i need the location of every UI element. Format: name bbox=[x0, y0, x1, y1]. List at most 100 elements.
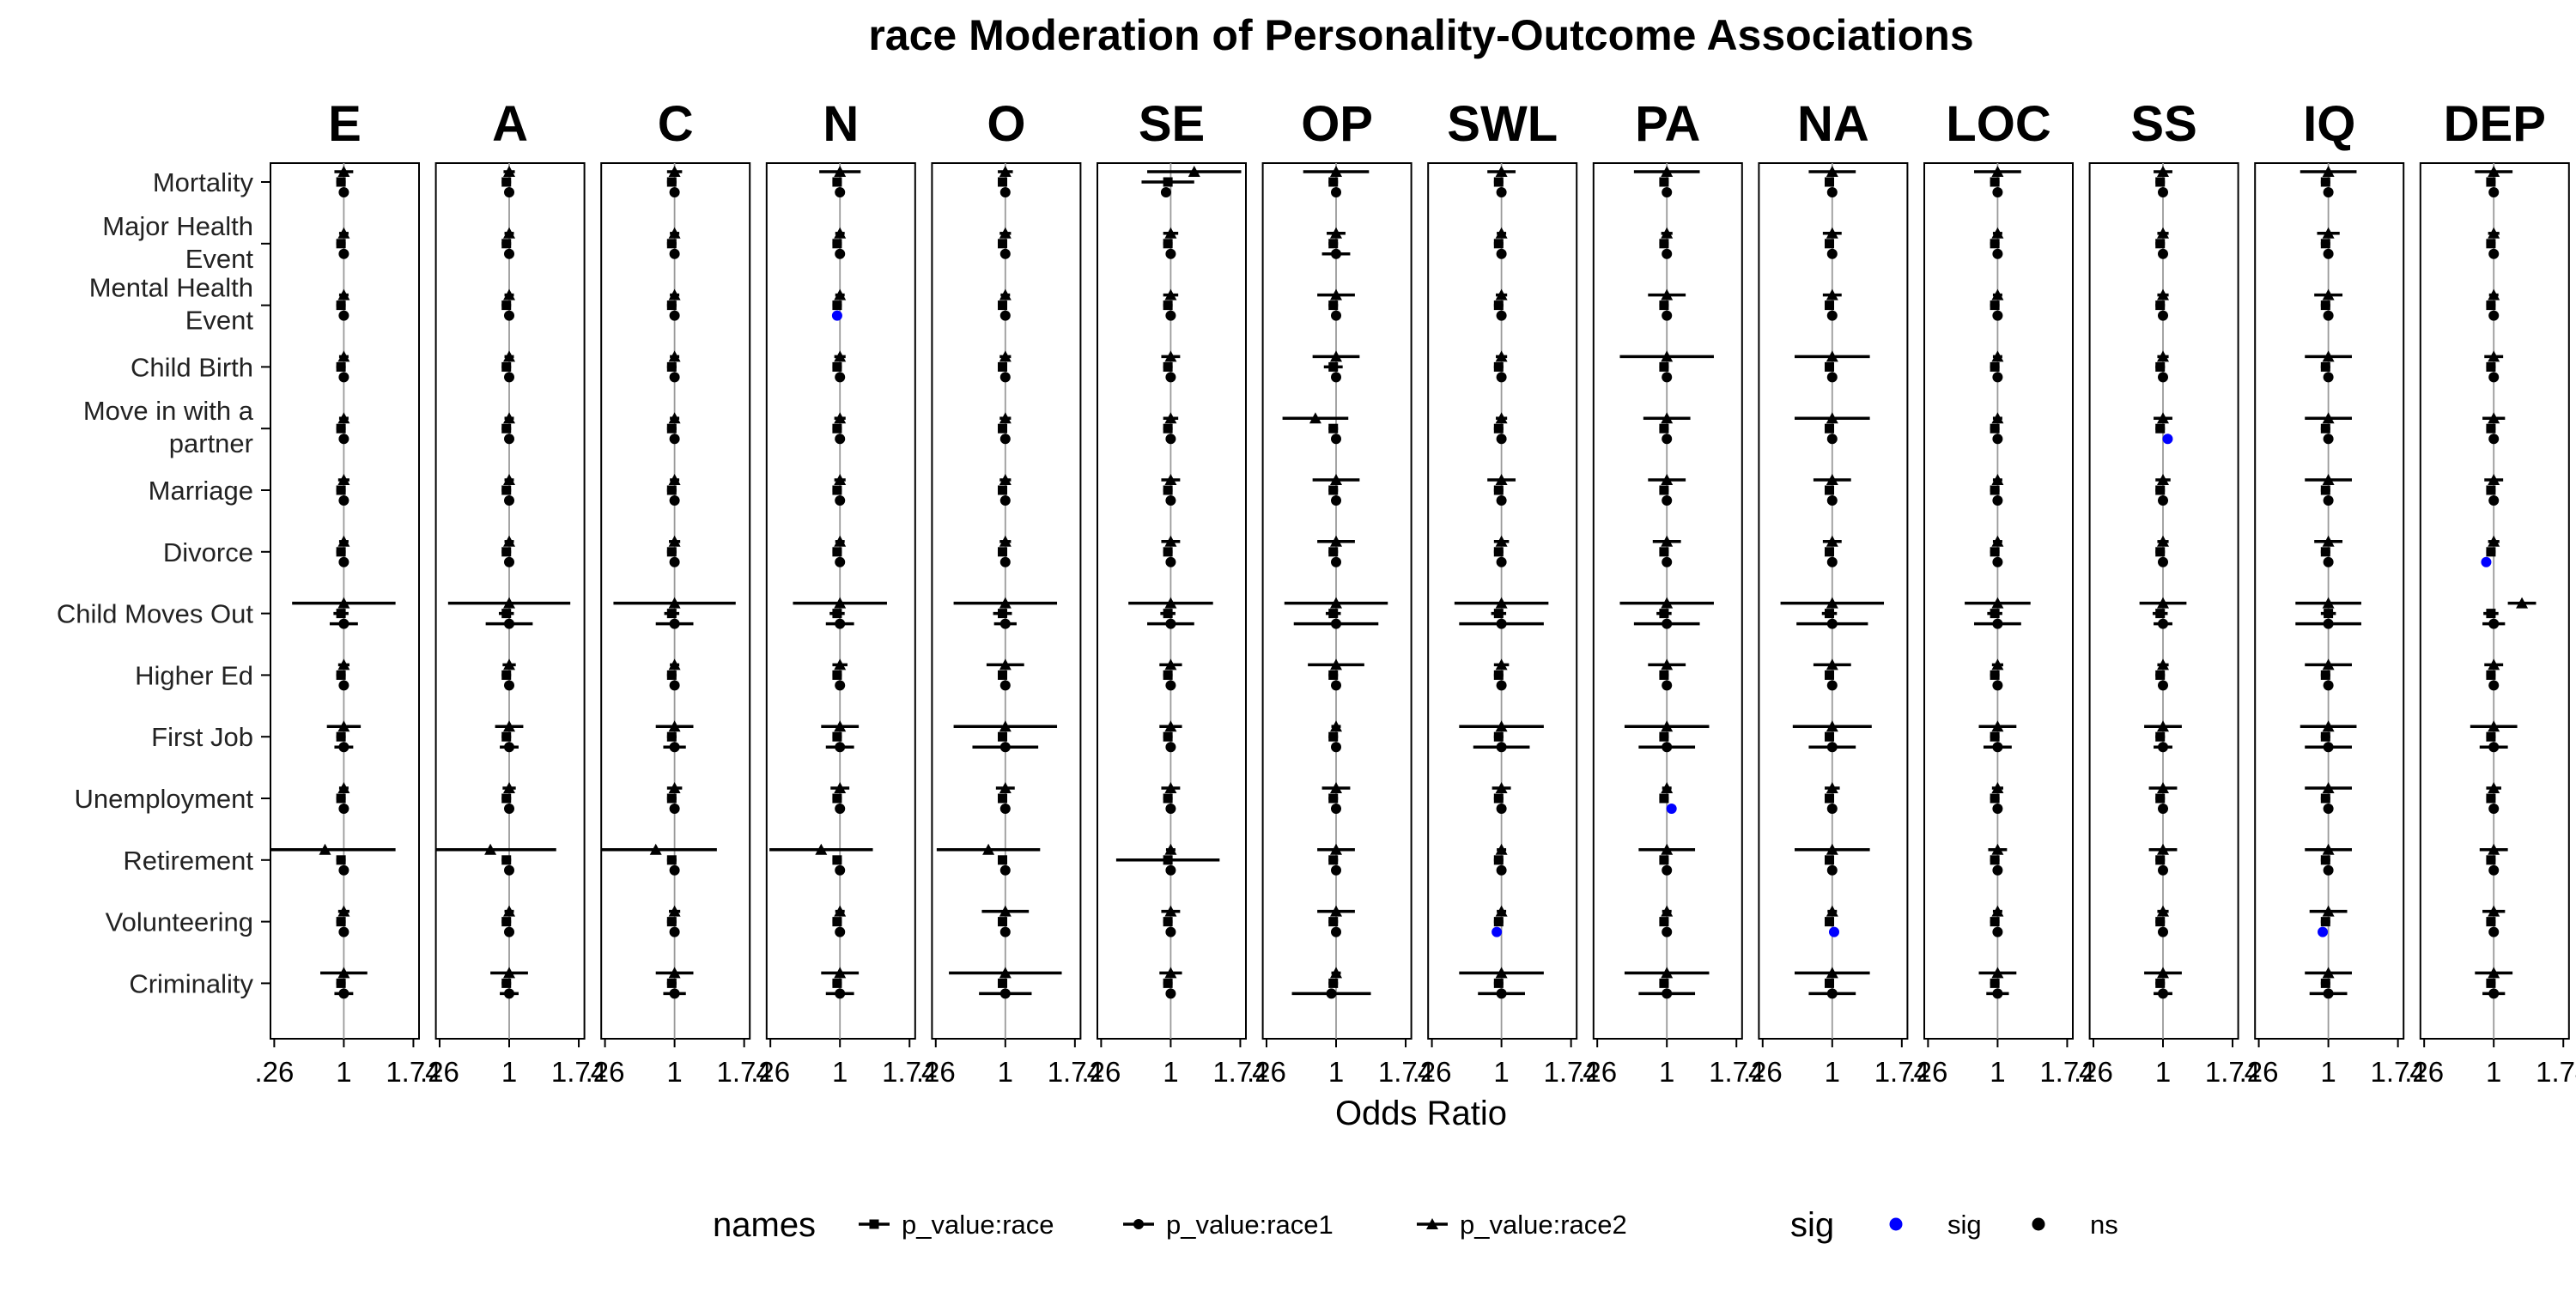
estimate-point bbox=[1825, 731, 1835, 742]
estimate-point bbox=[1991, 535, 2004, 547]
estimate-point bbox=[1662, 742, 1673, 753]
estimate-point bbox=[1330, 350, 1343, 362]
estimate-point bbox=[1662, 864, 1673, 876]
estimate-point bbox=[2320, 793, 2330, 804]
estimate-point bbox=[2488, 618, 2500, 629]
estimate-point bbox=[666, 670, 677, 680]
estimate-point bbox=[1825, 239, 1835, 249]
estimate-point bbox=[1825, 609, 1835, 619]
x-tick-label: 1 bbox=[2320, 1056, 2336, 1088]
estimate-point bbox=[501, 793, 512, 804]
estimate-point bbox=[1331, 310, 1342, 321]
estimate-point bbox=[2486, 177, 2496, 187]
estimate-point bbox=[1826, 288, 1838, 300]
estimate-point bbox=[834, 288, 847, 300]
estimate-point bbox=[1992, 495, 2003, 506]
estimate-point bbox=[1164, 782, 1177, 793]
panel-strip-label: DEP bbox=[2444, 96, 2546, 152]
estimate-point bbox=[1495, 412, 1508, 424]
estimate-point bbox=[503, 658, 516, 670]
estimate-point bbox=[1328, 177, 1339, 187]
panel-o: O .26 1 1.74 bbox=[916, 96, 1103, 1088]
estimate-point bbox=[504, 372, 515, 383]
estimate-point bbox=[1493, 978, 1504, 988]
estimate-point bbox=[1990, 177, 2000, 187]
estimate-point bbox=[503, 412, 516, 424]
estimate-point bbox=[503, 720, 516, 732]
x-tick-label: 1 bbox=[666, 1056, 682, 1088]
estimate-point bbox=[832, 423, 842, 434]
chart-title: race Moderation of Personality-Outcome A… bbox=[868, 11, 1973, 59]
estimate-point bbox=[2323, 556, 2334, 567]
estimate-point bbox=[832, 547, 842, 557]
estimate-point bbox=[501, 609, 512, 619]
estimate-point bbox=[835, 742, 846, 753]
x-tick-label: .26 bbox=[1081, 1056, 1121, 1088]
x-tick-label: 1.74 bbox=[2536, 1056, 2576, 1088]
estimate-point bbox=[501, 978, 512, 988]
outcome-label: Mortality bbox=[153, 167, 254, 197]
estimate-point bbox=[504, 248, 515, 259]
estimate-point bbox=[2488, 804, 2500, 814]
x-tick-label: 1.74 bbox=[2039, 1056, 2094, 1088]
estimate-point bbox=[2486, 793, 2496, 804]
estimate-point bbox=[1328, 361, 1339, 372]
estimate-point bbox=[1991, 597, 2004, 609]
estimate-point bbox=[998, 239, 1008, 249]
estimate-point bbox=[666, 731, 677, 742]
estimate-point bbox=[998, 177, 1008, 187]
estimate-point bbox=[835, 680, 846, 691]
estimate-point bbox=[1165, 372, 1176, 383]
estimate-point bbox=[835, 495, 846, 506]
estimate-point bbox=[504, 988, 515, 999]
estimate-point bbox=[2323, 864, 2334, 876]
estimate-point bbox=[1662, 372, 1673, 383]
estimate-point bbox=[336, 547, 346, 557]
legend-sig-item: sig bbox=[1889, 1210, 1982, 1240]
estimate-point bbox=[835, 187, 846, 197]
estimate-point bbox=[503, 905, 516, 917]
estimate-point bbox=[668, 166, 681, 177]
estimate-point bbox=[1495, 905, 1508, 917]
x-tick-label: .26 bbox=[586, 1056, 625, 1088]
estimate-point bbox=[1662, 680, 1673, 691]
estimate-point bbox=[1493, 609, 1504, 619]
estimate-point bbox=[1991, 474, 2004, 485]
estimate-point bbox=[336, 239, 346, 249]
outcome-label: Retirement bbox=[123, 846, 253, 876]
estimate-point bbox=[834, 474, 847, 485]
estimate-point bbox=[2320, 731, 2330, 742]
estimate-point bbox=[1666, 804, 1677, 814]
estimate-point bbox=[1493, 917, 1504, 927]
x-tick-label: 1 bbox=[1493, 1056, 1509, 1088]
estimate-point bbox=[2157, 288, 2170, 300]
estimate-point bbox=[1493, 239, 1504, 249]
estimate-point bbox=[668, 720, 681, 732]
estimate-point bbox=[2488, 434, 2500, 445]
estimate-point bbox=[1992, 804, 2003, 814]
panel-strip-label: NA bbox=[1797, 96, 1869, 152]
estimate-point bbox=[1825, 855, 1835, 865]
panel-strip-label: LOC bbox=[1946, 96, 2050, 152]
estimate-point bbox=[504, 864, 515, 876]
estimate-point bbox=[2158, 804, 2169, 814]
estimate-point bbox=[1493, 793, 1504, 804]
x-tick-label: 1 bbox=[1328, 1056, 1344, 1088]
estimate-point bbox=[2158, 187, 2169, 197]
estimate-point bbox=[2486, 485, 2496, 495]
estimate-point bbox=[1330, 535, 1343, 547]
estimate-point bbox=[1163, 855, 1173, 865]
legend-key-marker bbox=[1426, 1218, 1438, 1229]
estimate-point bbox=[504, 187, 515, 197]
estimate-point bbox=[1826, 556, 1838, 567]
estimate-point bbox=[832, 855, 842, 865]
x-tick-label: .26 bbox=[1908, 1056, 1947, 1088]
x-tick-label: 1 bbox=[1163, 1056, 1178, 1088]
estimate-point bbox=[1496, 742, 1507, 753]
x-tick-label: 1.74 bbox=[717, 1056, 772, 1088]
estimate-point bbox=[1165, 926, 1176, 937]
estimate-point bbox=[999, 227, 1012, 239]
estimate-point bbox=[1826, 843, 1838, 855]
estimate-point bbox=[1661, 967, 1674, 979]
x-tick-label: 1.74 bbox=[1378, 1056, 1433, 1088]
